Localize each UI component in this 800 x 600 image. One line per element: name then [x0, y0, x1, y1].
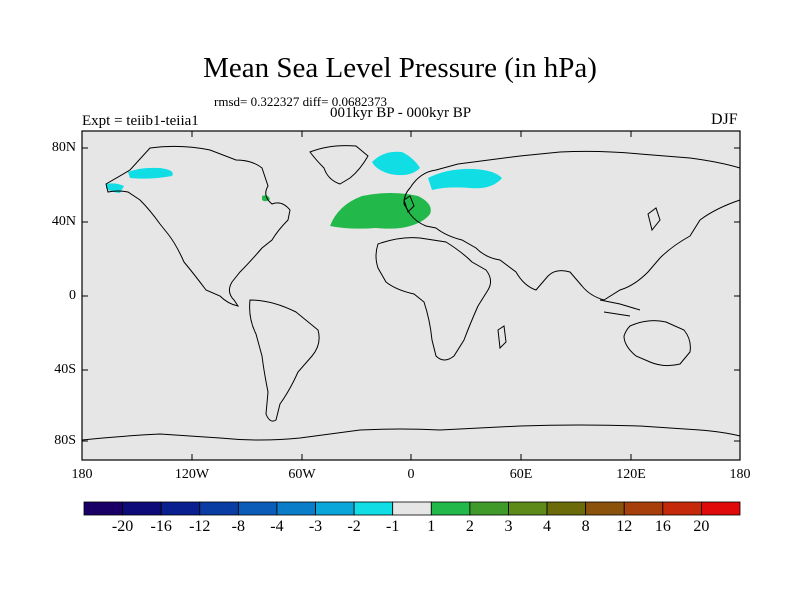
- colorbar-box: [430, 501, 471, 516]
- colorbar-box: [508, 501, 548, 516]
- colorbar-box: [623, 501, 664, 516]
- x-tick-label: 60W: [288, 467, 316, 482]
- coast-north-america: [105, 145, 291, 307]
- map-background: [82, 131, 740, 460]
- coast-madagascar: [497, 325, 507, 350]
- x-tick-label: 0: [407, 467, 415, 482]
- colorbar-label: -3: [308, 518, 323, 535]
- colorbar-box: [83, 501, 123, 516]
- coast-africa: [375, 237, 492, 361]
- coast-australia: [623, 320, 691, 367]
- anomaly-greenland-sea: [372, 151, 420, 176]
- anomaly-bering: [128, 167, 173, 179]
- colorbar-box: [392, 501, 432, 516]
- colorbar-label: -20: [111, 518, 134, 535]
- colorbar-box: [199, 501, 239, 516]
- colorbar-box: [585, 501, 625, 516]
- colorbar-label: -16: [150, 518, 172, 535]
- colorbar-label: 16: [654, 518, 671, 535]
- coast-eurasia: [403, 150, 741, 301]
- page-title: Mean Sea Level Pressure (in hPa): [203, 52, 597, 84]
- colorbar-box: [546, 501, 587, 516]
- y-tick-label: 80S: [54, 433, 76, 448]
- colorbar: [83, 501, 741, 516]
- colorbar-label: 20: [693, 518, 710, 535]
- colorbar-label: -8: [231, 518, 245, 535]
- colorbar-label: -1: [386, 518, 400, 535]
- coast-south-america: [249, 299, 320, 422]
- colorbar-label: -4: [270, 518, 284, 535]
- colorbar-box: [315, 501, 355, 516]
- coast-japan: [647, 207, 661, 232]
- coast-antarctica: [81, 424, 741, 441]
- y-tick-label: 40N: [51, 214, 76, 229]
- x-tick-label: 60E: [509, 467, 533, 482]
- y-tick-label: 0: [69, 288, 76, 303]
- coast-uk: [403, 195, 415, 213]
- colorbar-label: 3: [504, 518, 513, 535]
- colorbar-label: -12: [189, 518, 211, 535]
- tick-marks: [82, 131, 740, 460]
- colorbar-label: 4: [543, 518, 552, 535]
- y-tick-label: 40S: [54, 362, 76, 377]
- experiment-label: Expt = teiib1-teiia1: [82, 113, 199, 129]
- colorbar-box: [353, 501, 394, 516]
- season-label: DJF: [711, 111, 738, 128]
- x-tick-label: 120E: [616, 467, 646, 482]
- x-tick-label: 120W: [174, 467, 210, 482]
- colorbar-label: 8: [581, 518, 590, 535]
- colorbar-box: [237, 501, 278, 516]
- period-label: 001kyr BP - 000kyr BP: [330, 105, 472, 121]
- colorbar-box: [469, 501, 509, 516]
- colorbar-box: [701, 501, 741, 516]
- colorbar-box: [276, 501, 316, 516]
- anomaly-scandinavia: [428, 168, 502, 190]
- rmsd-diff-stats: rmsd= 0.322327 diff= 0.0682373: [214, 94, 387, 109]
- anomaly-shading: [106, 151, 502, 229]
- colorbar-box: [122, 501, 162, 516]
- anomaly-north-atlantic: [330, 193, 431, 229]
- colorbar-label: 2: [465, 518, 474, 535]
- x-tick-label: 180: [71, 467, 93, 482]
- coast-greenland: [309, 145, 369, 185]
- colorbar-box: [662, 501, 702, 516]
- colorbar-label: 12: [616, 518, 633, 535]
- coast-indonesia: [599, 299, 641, 317]
- colorbar-box: [160, 501, 201, 516]
- colorbar-label: -2: [347, 518, 361, 535]
- colorbar-label: 1: [427, 518, 436, 535]
- y-tick-label: 80N: [51, 140, 76, 155]
- coastlines: [81, 145, 741, 441]
- x-tick-label: 180: [729, 467, 751, 482]
